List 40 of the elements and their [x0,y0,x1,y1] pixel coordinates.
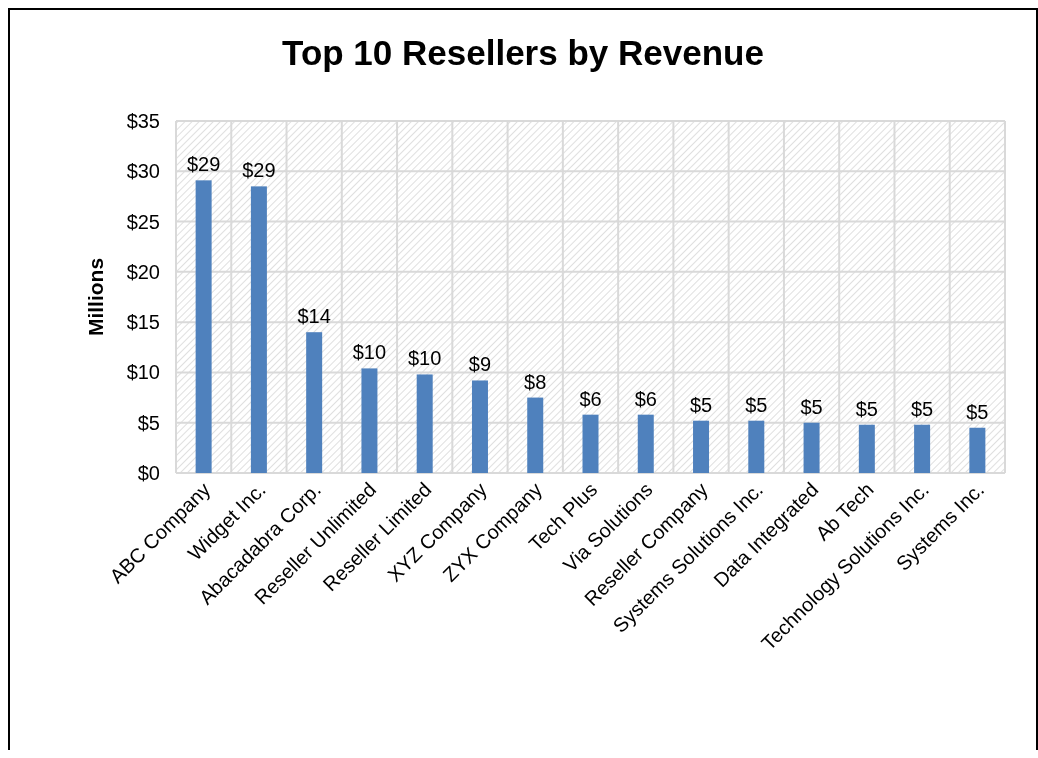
bar [914,424,931,473]
bar [582,414,599,473]
y-tick-label: $20 [126,260,160,283]
data-label: $5 [966,400,989,423]
data-label: $6 [579,387,602,410]
y-tick-label: $30 [126,160,160,183]
y-tick-label: $10 [126,361,160,384]
bar [250,186,267,473]
data-label: $29 [242,159,276,182]
bar [416,374,433,473]
data-label: $10 [352,341,387,364]
bar [969,427,986,473]
data-label: $5 [689,393,713,416]
data-label: $29 [186,153,221,176]
data-label: $6 [634,387,657,410]
bar [361,368,378,473]
data-label: $10 [408,347,442,370]
y-axis-title: Millions [84,257,107,337]
y-tick-label: $5 [137,411,160,434]
data-label: $5 [745,393,768,416]
chart-title: Top 10 Resellers by Revenue [282,33,764,72]
bar [858,424,875,473]
bar [637,414,654,473]
bar [803,422,820,473]
data-label: $14 [297,305,331,328]
data-label: $5 [855,397,878,420]
bar [748,420,765,473]
bar [693,420,710,473]
bar [195,180,212,473]
data-label: $5 [910,397,934,420]
y-tick-label: $15 [126,311,160,334]
bar [471,380,488,473]
data-label: $8 [524,370,547,393]
y-tick-label: $25 [126,210,160,233]
data-label: $9 [468,353,492,376]
y-tick-label: $35 [126,110,160,132]
bar [306,332,323,473]
y-tick-label: $0 [137,462,160,484]
bar [527,397,544,473]
data-label: $5 [800,395,823,418]
